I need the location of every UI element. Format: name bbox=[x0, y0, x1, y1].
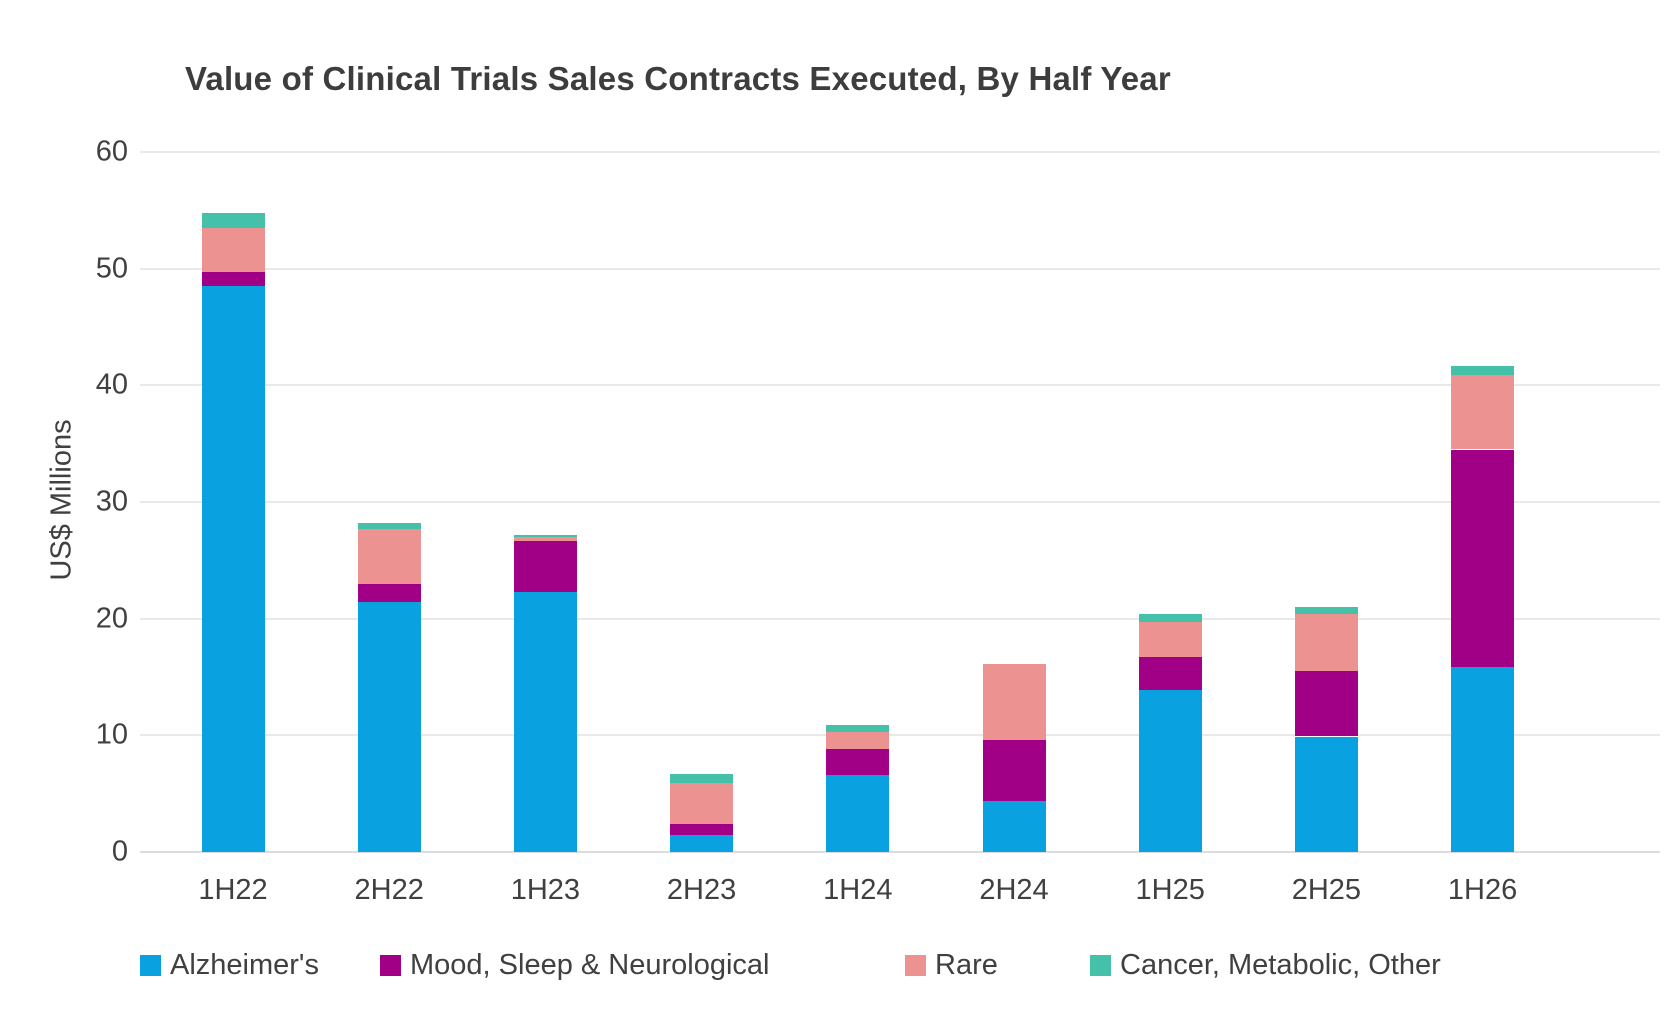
legend-label: Mood, Sleep & Neurological bbox=[410, 948, 770, 981]
bar-segment bbox=[513, 537, 577, 541]
gridline bbox=[140, 151, 1660, 153]
x-tick-label: 1H24 bbox=[823, 874, 893, 906]
legend-item: Rare bbox=[905, 948, 998, 982]
x-tick-label: 2H25 bbox=[1291, 874, 1362, 906]
gridline bbox=[140, 384, 1660, 387]
bar-segment bbox=[982, 664, 1046, 740]
y-tick-label: 20 bbox=[95, 602, 128, 635]
bar-segment bbox=[982, 740, 1046, 801]
gridline bbox=[140, 267, 1660, 270]
x-tick-label: 1H26 bbox=[1447, 874, 1518, 906]
bar-segment bbox=[357, 523, 421, 529]
y-tick-label: 60 bbox=[95, 135, 128, 168]
bar-segment bbox=[826, 775, 890, 852]
bar-segment bbox=[1138, 622, 1202, 658]
bar-segment bbox=[1451, 666, 1515, 852]
bar-segment bbox=[670, 783, 734, 824]
bar-segment bbox=[1138, 689, 1202, 852]
bar-segment bbox=[1451, 365, 1515, 375]
bar-segment bbox=[513, 534, 577, 537]
x-tick-label: 1H23 bbox=[510, 874, 581, 906]
y-tick-label: 30 bbox=[95, 485, 128, 518]
chart-title: Value of Clinical Trials Sales Contracts… bbox=[185, 60, 1171, 97]
bar-segment bbox=[1294, 671, 1358, 737]
bar-segment bbox=[826, 724, 890, 732]
bar-segment bbox=[982, 800, 1046, 852]
y-tick-label: 50 bbox=[95, 252, 128, 285]
x-tick-label: 2H23 bbox=[666, 874, 737, 906]
legend-item: Cancer, Metabolic, Other bbox=[1090, 948, 1441, 982]
legend-swatch-icon bbox=[140, 954, 161, 976]
y-tick-label: 40 bbox=[95, 368, 128, 401]
legend-item: Alzheimer's bbox=[140, 948, 319, 982]
bar-segment bbox=[670, 773, 734, 784]
bar-segment bbox=[670, 824, 734, 835]
legend-swatch-icon bbox=[380, 954, 401, 976]
bar-segment bbox=[357, 528, 421, 584]
legend-swatch-icon bbox=[1090, 954, 1111, 976]
legend-swatch-icon bbox=[905, 954, 926, 976]
bar-segment bbox=[826, 731, 890, 750]
bar-segment bbox=[1294, 736, 1358, 852]
bar-segment bbox=[357, 602, 421, 852]
x-tick-label: 2H22 bbox=[354, 874, 424, 906]
bar-segment bbox=[1451, 449, 1515, 667]
bar-segment bbox=[826, 749, 890, 775]
bar-segment bbox=[201, 286, 265, 852]
bar-segment bbox=[513, 591, 577, 852]
legend-label: Cancer, Metabolic, Other bbox=[1120, 948, 1441, 981]
bar-segment bbox=[1294, 614, 1358, 672]
gridline bbox=[140, 734, 1660, 737]
chart-legend: Alzheimer's Mood, Sleep & Neurological Rar… bbox=[0, 948, 1672, 988]
bar-segment bbox=[670, 834, 734, 852]
bar-segment bbox=[201, 272, 265, 287]
legend-label: Alzheimer's bbox=[170, 948, 319, 981]
bar-segment bbox=[1138, 657, 1202, 690]
gridline bbox=[140, 617, 1660, 620]
legend-label: Rare bbox=[935, 948, 998, 981]
bar-segment bbox=[513, 540, 577, 592]
x-tick-label: 1H25 bbox=[1135, 874, 1205, 906]
bar-segment bbox=[201, 227, 265, 273]
bar-segment bbox=[201, 212, 265, 228]
bar-segment bbox=[1451, 374, 1515, 450]
x-axis-line bbox=[140, 851, 1660, 853]
bar-segment bbox=[1138, 614, 1202, 623]
legend-item: Mood, Sleep & Neurological bbox=[380, 948, 769, 982]
gridline bbox=[140, 501, 1660, 503]
bar-segment bbox=[1294, 607, 1358, 614]
x-tick-label: 2H24 bbox=[979, 874, 1049, 906]
y-tick-label: 0 bbox=[111, 835, 128, 868]
y-tick-label: 10 bbox=[95, 718, 128, 751]
bar-segment bbox=[357, 583, 421, 603]
x-tick-label: 1H22 bbox=[198, 874, 268, 906]
